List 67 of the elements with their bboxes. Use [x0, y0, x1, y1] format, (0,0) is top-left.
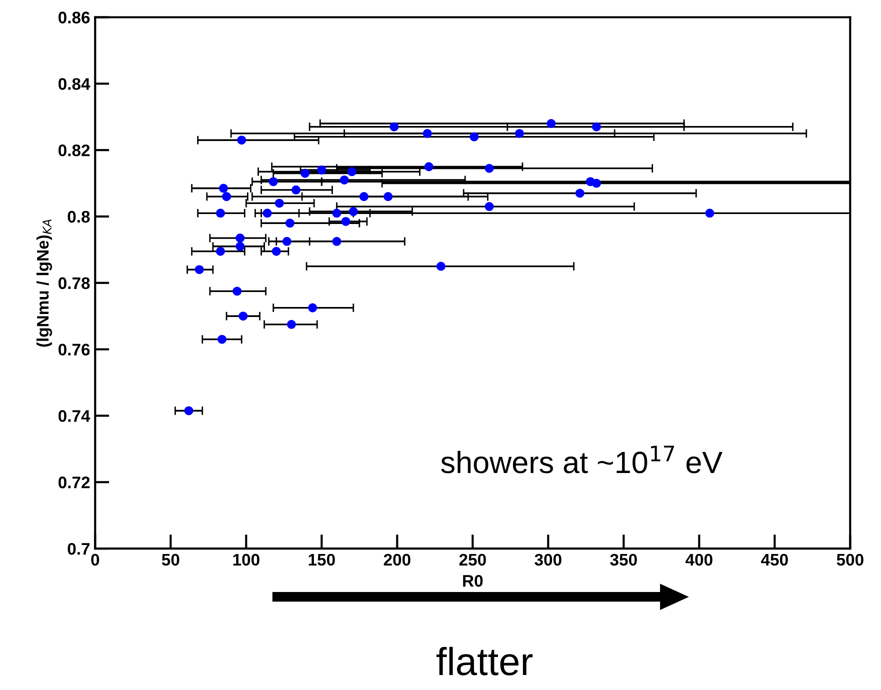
- y-axis-title: (lgNmu / lgNe)$_{KA}$: [36, 220, 52, 347]
- x-tick-label: 50: [162, 554, 180, 566]
- point: [546, 118, 556, 128]
- y-tick-label: 0.82: [58, 144, 90, 156]
- point: [332, 236, 342, 246]
- point: [340, 175, 349, 184]
- point: [347, 167, 356, 176]
- point: [237, 136, 246, 145]
- y-tick-label: 0.78: [58, 277, 90, 290]
- x-tick-label: 150: [308, 554, 335, 566]
- annotation: showers at ~10$^{17}$ eV: [441, 446, 722, 474]
- x-tick-label: 300: [534, 554, 562, 566]
- point: [232, 286, 242, 296]
- y-tick-label: 0.86: [58, 12, 90, 24]
- point: [274, 198, 284, 208]
- point: [238, 312, 248, 321]
- point: [194, 265, 204, 274]
- point: [359, 192, 368, 202]
- point: [272, 246, 281, 256]
- point: [341, 216, 350, 226]
- y-tick-label: 0.72: [58, 476, 90, 488]
- point: [222, 192, 232, 202]
- x-tick-label: 400: [686, 554, 712, 566]
- x-tick-label: 450: [761, 554, 788, 566]
- point: [384, 192, 393, 202]
- point: [484, 164, 494, 173]
- point: [705, 208, 714, 218]
- point: [184, 406, 194, 416]
- x-tick-label: 0: [91, 554, 100, 566]
- y-tick-label: 0.84: [58, 78, 90, 90]
- point: [308, 303, 318, 312]
- point: [575, 188, 584, 198]
- point: [484, 202, 494, 212]
- point: [436, 262, 446, 271]
- point: [300, 168, 310, 178]
- point: [236, 242, 245, 251]
- y-tick-label: 0.76: [58, 344, 90, 356]
- point: [390, 122, 399, 132]
- point: [470, 132, 479, 142]
- y-tick-label: 0.8: [68, 210, 90, 223]
- point: [422, 128, 432, 138]
- point: [291, 185, 300, 194]
- y-tick-label: 0.7: [68, 542, 90, 555]
- x-tick-label: 250: [459, 554, 486, 566]
- point: [285, 218, 294, 228]
- point: [216, 246, 225, 256]
- point: [218, 184, 228, 193]
- x-tick-label: 350: [610, 554, 637, 566]
- x-axis-title: R0: [463, 574, 483, 587]
- point: [268, 177, 278, 186]
- point: [424, 162, 434, 172]
- point: [514, 128, 524, 138]
- point: [217, 334, 227, 344]
- point: [592, 122, 601, 132]
- point: [592, 178, 601, 188]
- x-tick-label: 200: [384, 554, 410, 566]
- point: [317, 165, 326, 175]
- x-tick-label: 500: [836, 554, 864, 566]
- point: [332, 208, 342, 218]
- point: [236, 234, 245, 243]
- point: [282, 236, 292, 246]
- point: [348, 206, 358, 216]
- x-tick-label: 100: [233, 554, 260, 566]
- y-tick-label: 0.74: [58, 410, 90, 422]
- point: [216, 208, 225, 218]
- point: [286, 320, 296, 329]
- text: flatter: [436, 646, 533, 676]
